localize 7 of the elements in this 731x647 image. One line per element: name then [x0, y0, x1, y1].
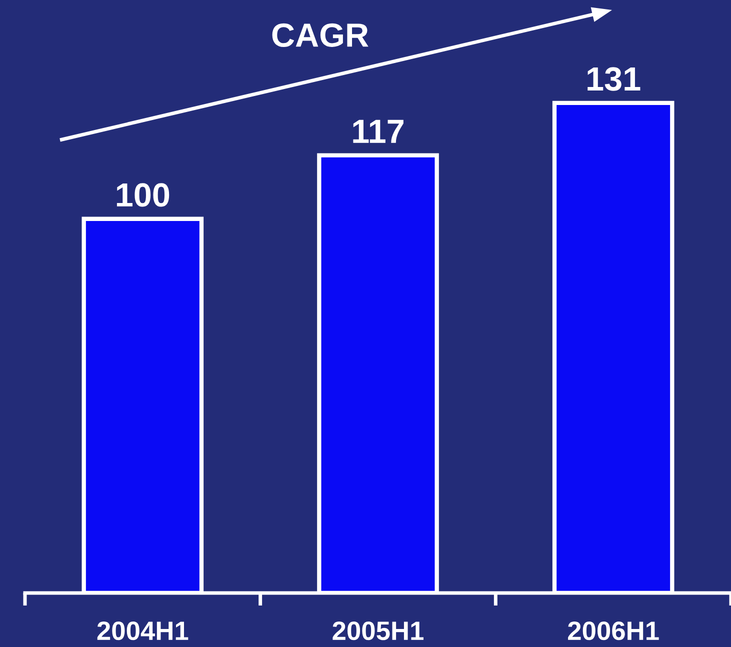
text: CAGR — [272, 23, 368, 47]
x-tick-label: 2004H1 — [97, 621, 188, 640]
data-label: 131 — [588, 67, 640, 91]
data-label: 100 — [116, 183, 170, 207]
x-tick-label: 2006H1 — [568, 621, 659, 640]
x-tick-label: 2005H1 — [332, 621, 424, 640]
data-label: 117 — [353, 120, 404, 143]
